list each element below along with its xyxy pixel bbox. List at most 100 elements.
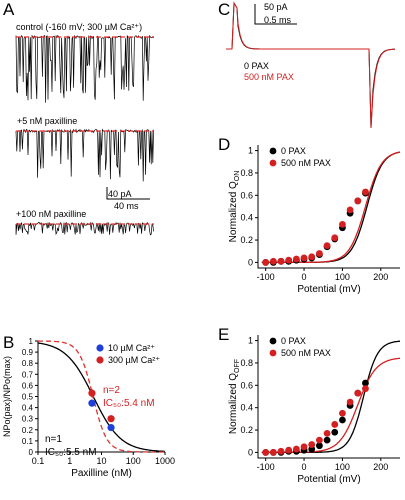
chart-d-point-red: [269, 257, 277, 265]
chart-e-y-tick-label: 0: [248, 447, 253, 457]
chart-e-point-black: [331, 428, 339, 436]
chart-b-y-tick-label: 0.3: [22, 415, 34, 424]
chart-b-point-blue: [107, 423, 115, 432]
chart-d-point-red: [331, 234, 339, 242]
chart-d-x-tick-label: 0: [302, 272, 307, 282]
chart-b-legend-label-1: 300 µM Ca²⁺: [108, 355, 160, 365]
chart-b-y-tick-label: 0: [29, 448, 34, 457]
trace-label-100nm: +100 nM paxilline: [16, 209, 87, 219]
chart-d-point-red: [292, 255, 300, 263]
trace-label-control: control (-160 mV; 300 µM Ca²⁺): [16, 22, 143, 32]
chart-b-legend-label-0: 10 µM Ca²⁺: [108, 343, 155, 353]
panel-letter-b: B: [3, 333, 15, 352]
chart-b-y-tick-label: 0.8: [22, 359, 34, 368]
chart-b-y-tick-label: 0.7: [22, 370, 34, 379]
chart-e-point-black: [362, 379, 369, 387]
chart-b-x-tick-label: 0.1: [32, 456, 45, 466]
chart-b-point-red: [107, 415, 115, 423]
panel-letter-c: C: [218, 0, 231, 19]
chart-d-point-red: [323, 242, 331, 250]
chart-d-x-tick-label: 200: [373, 272, 388, 282]
chart-e-y-tick-label: 0.6: [240, 380, 253, 390]
chart-d-legend-marker-0: [269, 147, 277, 155]
chart-d-x-axis-label: Potential (mV): [297, 284, 360, 295]
panel-letter-d: D: [218, 135, 231, 154]
legend-c-0pax: 0 PAX: [244, 61, 269, 71]
chart-e-point-red: [346, 398, 354, 406]
chart-e-point-red: [308, 441, 316, 448]
panel-letter-a: A: [3, 0, 15, 19]
chart-b-y-tick-label: 0.4: [22, 404, 34, 413]
chart-b-legend-marker-0: [96, 344, 104, 352]
chart-b-x-tick-label: 1: [67, 456, 72, 466]
chart-d-point-red: [316, 250, 323, 257]
chart-e-x-tick-label: 0: [302, 462, 307, 472]
chart-b-annotation-ic50-black: IC₅₀:5.5 nM: [45, 447, 97, 458]
chart-e-legend-label-0: 0 PAX: [281, 336, 306, 346]
chart-b-y-tick-label: 1: [29, 337, 34, 346]
chart-e-point-red: [292, 445, 300, 453]
chart-b-y-tick-label: 0.1: [22, 437, 34, 446]
chart-e-point-red: [354, 389, 362, 397]
chart-d-fit-1: [261, 151, 401, 264]
chart-d-y-tick-label: 0.6: [240, 190, 253, 200]
chart-b-annotation-ic50-red: IC₅₀:5.4 nM: [103, 398, 155, 409]
chart-e-point-red: [323, 430, 331, 437]
scale-bar-a: [106, 187, 150, 200]
chart-d-point-red: [308, 253, 316, 261]
chart-e-legend-marker-0: [269, 337, 277, 345]
chart-d-point-red: [277, 257, 285, 265]
legend-c-500pax: 500 nM PAX: [244, 72, 294, 82]
scale-bar-c: [254, 4, 297, 25]
chart-d-y-tick-label: 0.2: [240, 235, 253, 245]
chart-b-point-red: [88, 389, 96, 397]
chart-e-point-red: [269, 449, 277, 456]
chart-e-point-black: [339, 416, 346, 424]
chart-d-y-tick-label: 0: [248, 257, 253, 267]
chart-e-point-red: [277, 447, 285, 455]
chart-b-annotation-n2: n=2: [103, 385, 120, 396]
chart-d-point-red: [362, 188, 369, 196]
chart-e-x-tick-label: -100: [257, 462, 275, 472]
chart-d-point-red: [346, 206, 354, 214]
chart-e-point-red: [262, 449, 270, 456]
chart-b-legend-marker-1: [96, 356, 104, 364]
chart-d-point-red: [339, 220, 346, 228]
chart-e-point-red: [362, 385, 369, 393]
trace-control: [15, 34, 154, 103]
chart-b-point-blue: [88, 399, 96, 407]
trace-label-5nm: +5 nM paxilline: [17, 116, 78, 126]
gating-trace-500pax: [226, 1, 396, 129]
chart-e-fit-1: [261, 357, 401, 454]
chart-d-y-axis-label: Normalized QON: [228, 171, 241, 243]
chart-d-x-tick-label: -100: [257, 272, 275, 282]
chart-d-point-red: [285, 256, 293, 264]
chart-e-legend-label-1: 500 nM PAX: [281, 348, 331, 358]
trace-5nm: [15, 128, 154, 182]
chart-e-point-black: [323, 436, 331, 444]
chart-d-x-tick-label: 100: [335, 272, 350, 282]
chart-b-y-tick-label: 0.6: [22, 381, 34, 390]
chart-d-y-tick-label: 1: [248, 146, 253, 156]
scale-bar-c-x-label: 0.5 ms: [264, 15, 292, 25]
chart-e-point-black: [316, 442, 323, 450]
chart-e-point-red: [339, 409, 346, 417]
chart-b-x-tick-label: 1000: [155, 456, 175, 466]
chart-e-y-axis-label: Normalized QOFF: [228, 359, 241, 434]
chart-b-x-tick-label: 100: [126, 456, 141, 466]
chart-b-fit-1: [38, 340, 165, 453]
chart-b-x-axis-label: Paxilline (nM): [71, 468, 132, 479]
chart-d-legend-label-1: 500 nM PAX: [281, 158, 331, 168]
chart-d-y-tick-label: 0.8: [240, 168, 253, 178]
chart-d-point-red: [300, 254, 308, 262]
chart-b-fit-0: [37, 342, 165, 453]
scale-bar-c-y-label: 50 pA: [264, 2, 288, 12]
chart-d-y-tick-label: 0.4: [240, 213, 253, 223]
chart-e-y-tick-label: 0.4: [240, 403, 253, 413]
chart-e-y-tick-label: 0.8: [240, 358, 253, 368]
chart-d-point-red: [354, 197, 362, 205]
chart-e-y-tick-label: 1: [248, 336, 253, 346]
chart-e-legend-marker-1: [269, 349, 277, 357]
chart-d-axes: [257, 145, 400, 269]
